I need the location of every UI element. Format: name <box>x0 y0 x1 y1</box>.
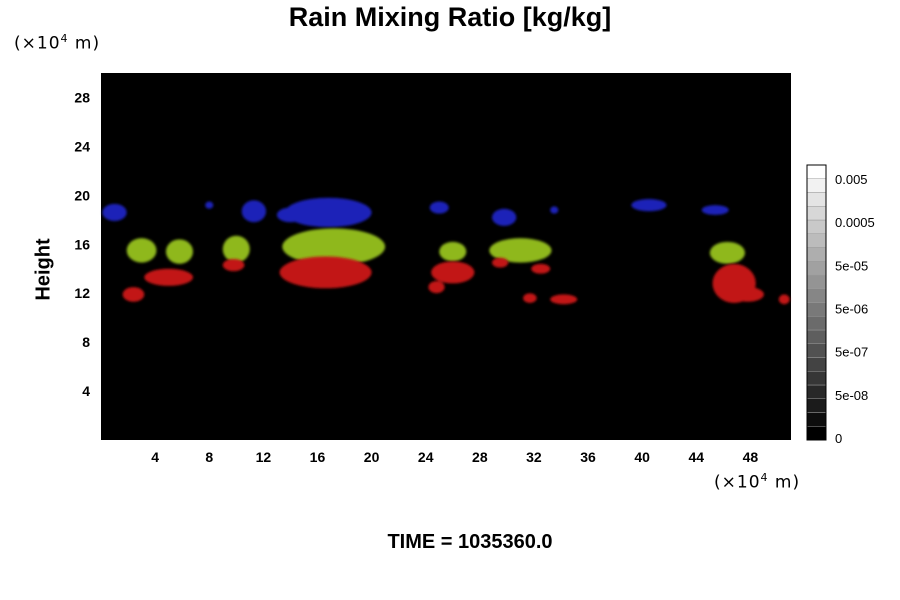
x-tick-label: 28 <box>472 449 488 465</box>
feature-blob <box>102 203 127 222</box>
feature-group <box>126 228 745 266</box>
colorbar-swatch <box>806 178 827 193</box>
feature-blob <box>492 257 509 268</box>
feature-blob <box>276 207 304 223</box>
y-tick-label: 24 <box>74 138 90 154</box>
colorbar-swatch <box>806 261 827 276</box>
colorbar-label: 5e-05 <box>835 258 868 273</box>
colorbar-swatch <box>806 343 827 358</box>
colorbar-swatch <box>806 302 827 317</box>
feature-blob <box>431 261 475 284</box>
x-tick-label: 40 <box>634 449 650 465</box>
feature-group <box>122 256 790 305</box>
x-tick-label: 48 <box>743 449 759 465</box>
feature-blob <box>428 280 445 294</box>
colorbar-swatch <box>806 412 827 427</box>
feature-blob <box>222 235 250 263</box>
feature-blob <box>631 199 667 212</box>
feature-blob <box>429 201 449 214</box>
x-axis-unit: (×104 m) <box>714 471 801 493</box>
feature-blob <box>492 208 517 226</box>
feature-blob <box>709 241 745 264</box>
colorbar: 0 5e-08 5e-07 5e-06 5e-05 0.0005 0.005 <box>806 164 875 446</box>
colorbar-swatch <box>806 274 827 289</box>
feature-blob <box>439 241 467 262</box>
colorbar-swatch <box>806 329 827 344</box>
colorbar-swatch <box>806 219 827 234</box>
feature-blob <box>205 201 214 209</box>
colorbar-swatch <box>806 247 827 262</box>
chart-title: Rain Mixing Ratio [kg/kg] <box>288 2 612 32</box>
x-tick-label: 8 <box>205 449 213 465</box>
colorbar-label: 0.0005 <box>835 215 875 230</box>
colorbar-swatch <box>806 233 827 248</box>
colorbar-swatch <box>806 288 827 303</box>
feature-blob <box>282 228 386 266</box>
colorbar-swatch <box>806 426 827 441</box>
feature-blob <box>731 287 764 302</box>
feature-blob <box>122 287 145 302</box>
feature-blob <box>523 293 537 303</box>
y-tick-label: 12 <box>74 285 90 301</box>
x-tick-label: 36 <box>580 449 596 465</box>
colorbar-swatch <box>806 398 827 413</box>
feature-blob <box>531 263 551 274</box>
feature-blob <box>144 268 194 286</box>
colorbar-swatch <box>806 206 827 221</box>
feature-blob <box>550 206 559 214</box>
colorbar-frame <box>806 164 827 441</box>
colorbar-swatch <box>806 384 827 399</box>
feature-blob <box>778 294 790 305</box>
y-tick-label: 20 <box>74 187 90 203</box>
y-axis-unit: (×104 m) <box>14 32 101 54</box>
x-tick-label: 44 <box>689 449 705 465</box>
feature-blob <box>222 258 245 272</box>
feature-blob <box>165 239 193 264</box>
y-tick-label: 4 <box>82 383 90 399</box>
feature-blob <box>279 256 372 289</box>
y-tick-label: 8 <box>82 334 90 350</box>
colorbar-label: 0 <box>835 431 842 446</box>
feature-blob <box>126 238 157 263</box>
colorbar-label: 0.005 <box>835 172 868 187</box>
x-tick-label: 20 <box>364 449 380 465</box>
colorbar-swatch <box>806 357 827 372</box>
colorbar-swatch <box>806 316 827 331</box>
colorbar-swatch <box>806 192 827 207</box>
feature-blob <box>550 294 578 305</box>
x-tick-label: 4 <box>151 449 159 465</box>
y-tick-label: 16 <box>74 236 90 252</box>
y-tick-label: 28 <box>74 89 90 105</box>
feature-blob <box>241 200 267 223</box>
feature-group <box>102 197 729 228</box>
colorbar-label: 5e-08 <box>835 388 868 403</box>
colorbar-swatch <box>806 164 827 179</box>
colorbar-label: 5e-07 <box>835 345 868 360</box>
colorbar-label: 5e-06 <box>835 302 868 317</box>
x-tick-label: 12 <box>256 449 272 465</box>
feature-blob <box>285 197 372 228</box>
time-label: TIME = 1035360.0 <box>387 531 553 553</box>
x-tick-label: 16 <box>310 449 326 465</box>
colorbar-swatch <box>806 371 827 386</box>
x-tick-label: 24 <box>418 449 434 465</box>
feature-blob <box>489 238 552 263</box>
x-tick-label: 32 <box>526 449 542 465</box>
feature-blob <box>701 205 729 215</box>
